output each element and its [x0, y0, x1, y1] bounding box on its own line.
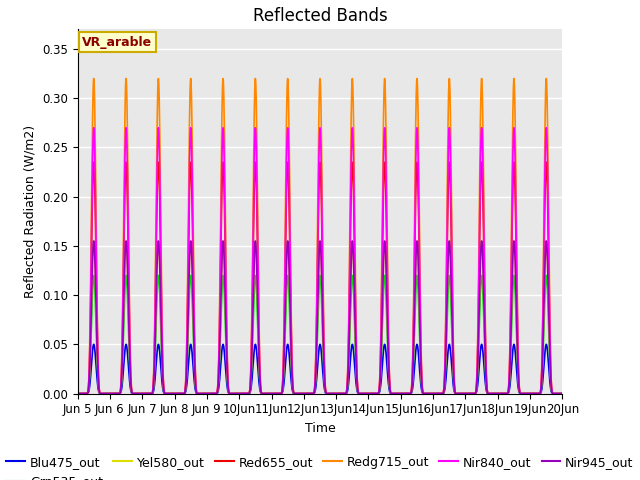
Nir840_out — [90, 125, 97, 131]
Redg715_out — [209, 391, 217, 396]
Blu475_out — [90, 341, 97, 347]
Red655_out — [558, 391, 566, 396]
Nir840_out — [178, 391, 186, 396]
Red655_out — [376, 385, 383, 391]
Nir945_out — [209, 391, 217, 396]
Redg715_out — [74, 391, 81, 396]
Nir945_out — [513, 312, 520, 318]
Nir840_out — [513, 254, 520, 260]
Nir945_out — [90, 238, 97, 244]
Nir840_out — [74, 391, 81, 396]
Line: Nir840_out: Nir840_out — [77, 128, 563, 394]
Red655_out — [178, 391, 186, 396]
Grn535_out — [90, 273, 97, 278]
Title: Reflected Bands: Reflected Bands — [253, 7, 387, 25]
Grn535_out — [513, 330, 520, 336]
Blu475_out — [367, 391, 374, 396]
Grn535_out — [376, 388, 383, 394]
Grn535_out — [178, 391, 186, 396]
Line: Grn535_out: Grn535_out — [77, 276, 563, 394]
Yel580_out — [74, 391, 81, 396]
Red655_out — [513, 272, 520, 278]
Blu475_out — [74, 391, 81, 396]
Line: Nir945_out: Nir945_out — [77, 241, 563, 394]
Redg715_out — [367, 391, 374, 396]
Blu475_out — [558, 391, 566, 396]
Nir945_out — [178, 391, 186, 396]
Y-axis label: Reflected Radiation (W/m2): Reflected Radiation (W/m2) — [23, 125, 36, 298]
Nir945_out — [559, 391, 566, 396]
Nir840_out — [559, 391, 566, 396]
Red655_out — [559, 391, 566, 396]
Blu475_out — [513, 365, 520, 371]
Redg715_out — [90, 76, 97, 82]
Nir945_out — [74, 391, 81, 396]
Redg715_out — [559, 391, 566, 396]
Yel580_out — [376, 387, 383, 393]
Nir840_out — [209, 391, 217, 396]
Line: Red655_out: Red655_out — [77, 162, 563, 394]
Blu475_out — [376, 390, 383, 396]
Blu475_out — [559, 391, 566, 396]
Text: VR_arable: VR_arable — [83, 36, 152, 48]
Redg715_out — [376, 384, 383, 389]
Nir945_out — [376, 387, 383, 393]
Red655_out — [90, 159, 97, 165]
Yel580_out — [90, 238, 97, 244]
Yel580_out — [209, 391, 217, 396]
Line: Yel580_out: Yel580_out — [77, 241, 563, 394]
Grn535_out — [558, 391, 566, 396]
Yel580_out — [178, 391, 186, 396]
Nir840_out — [376, 384, 383, 390]
Grn535_out — [209, 391, 217, 396]
Grn535_out — [367, 391, 374, 396]
Nir945_out — [367, 391, 374, 396]
Yel580_out — [367, 391, 374, 396]
Grn535_out — [559, 391, 566, 396]
Red655_out — [209, 391, 217, 396]
Yel580_out — [558, 391, 566, 396]
Line: Redg715_out: Redg715_out — [77, 79, 563, 394]
Redg715_out — [513, 229, 520, 235]
Blu475_out — [209, 391, 217, 396]
Line: Blu475_out: Blu475_out — [77, 344, 563, 394]
Red655_out — [367, 391, 374, 396]
Legend: Blu475_out, Grn535_out, Yel580_out, Red655_out, Redg715_out, Nir840_out, Nir945_: Blu475_out, Grn535_out, Yel580_out, Red6… — [1, 451, 639, 480]
Red655_out — [74, 391, 81, 396]
Nir840_out — [367, 391, 374, 396]
Redg715_out — [178, 391, 186, 396]
Redg715_out — [558, 391, 566, 396]
Nir840_out — [558, 391, 566, 396]
Yel580_out — [559, 391, 566, 396]
Grn535_out — [74, 391, 81, 396]
X-axis label: Time: Time — [305, 422, 335, 435]
Nir945_out — [558, 391, 566, 396]
Yel580_out — [513, 312, 520, 318]
Blu475_out — [178, 391, 186, 396]
